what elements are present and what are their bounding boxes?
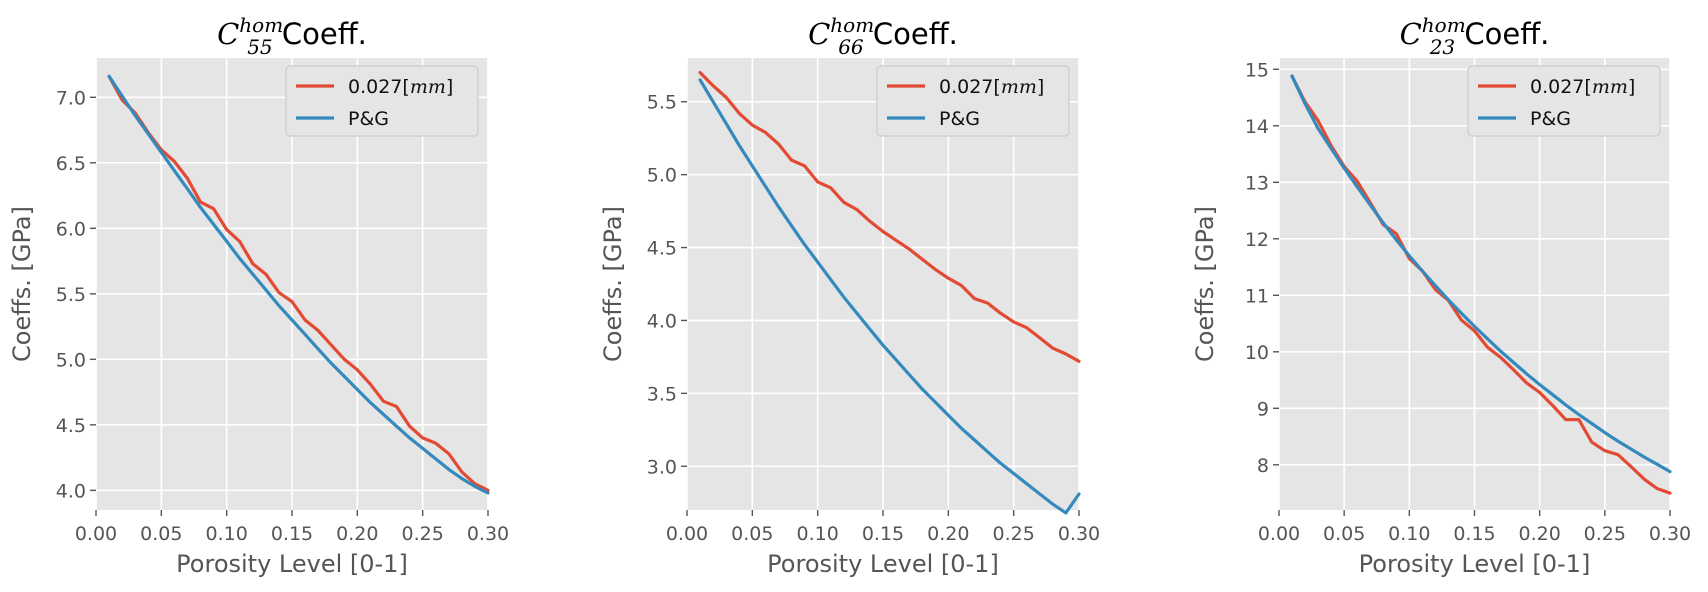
- x-tick-label: 0.25: [1584, 523, 1626, 545]
- x-tick-label: 0.05: [731, 523, 773, 545]
- legend-label: P&G: [1530, 108, 1571, 130]
- series-line-pg: [107, 74, 490, 495]
- x-tick-label: 0.10: [1388, 523, 1430, 545]
- y-tick-label: 5.0: [56, 349, 86, 371]
- x-tick-label: 0.15: [862, 523, 904, 545]
- y-axis-label: Coeffs. [GPa]: [599, 206, 627, 362]
- y-axis-label: Coeffs. [GPa]: [1191, 206, 1219, 362]
- y-tick-label: 4.5: [647, 238, 677, 260]
- y-tick-label: 9: [1257, 398, 1269, 420]
- y-tick-label: 8: [1257, 455, 1269, 477]
- chart-title: Chom 66 Coeff.: [808, 13, 958, 59]
- x-tick-label: 0.05: [140, 523, 182, 545]
- x-tick-label: 0.20: [927, 523, 969, 545]
- legend-label: 0.027[mm]: [1530, 76, 1635, 98]
- chart-title: Chom 55 Coeff.: [217, 13, 367, 59]
- y-tick-label: 10: [1245, 342, 1269, 364]
- chart-panel-3: 0.00 0.05 0.10 0.15 0.20 0.25 0.30 8 9 10 11 12 13 14…: [1191, 13, 1691, 578]
- y-tick-label: 13: [1245, 172, 1269, 194]
- legend-label: 0.027[mm]: [348, 76, 453, 98]
- series-line-simulation: [698, 70, 1081, 363]
- series-line-pg: [1290, 74, 1672, 474]
- x-tick-label: 0.30: [1649, 523, 1691, 545]
- x-tick-label: 0.00: [666, 523, 708, 545]
- y-tick-label: 3.5: [647, 383, 677, 405]
- legend-label: P&G: [939, 108, 980, 130]
- x-tick-label: 0.20: [336, 523, 378, 545]
- x-tick-label: 0.15: [1453, 523, 1495, 545]
- x-tick-label: 0.20: [1519, 523, 1561, 545]
- chart-title: Chom 23 Coeff.: [1400, 13, 1550, 59]
- x-tick-label: 0.00: [75, 523, 117, 545]
- series-line-simulation: [107, 74, 490, 492]
- x-tick-label: 0.25: [402, 523, 444, 545]
- legend-label: P&G: [348, 108, 389, 130]
- y-tick-label: 6.0: [56, 218, 86, 240]
- series-line-simulation: [1290, 74, 1672, 495]
- legend-label: 0.027[mm]: [939, 76, 1044, 98]
- y-tick-label: 14: [1245, 116, 1269, 138]
- y-tick-label: 5.5: [647, 92, 677, 114]
- series-line-pg: [698, 78, 1081, 515]
- x-axis-label: Porosity Level [0-1]: [767, 550, 999, 578]
- x-tick-label: 0.30: [467, 523, 509, 545]
- y-tick-label: 12: [1245, 229, 1269, 251]
- x-tick-label: 0.10: [206, 523, 248, 545]
- y-tick-label: 5.0: [647, 165, 677, 187]
- y-tick-label: 4.5: [56, 415, 86, 437]
- x-tick-label: 0.10: [797, 523, 839, 545]
- legend: 0.027[mm] P&G: [1467, 65, 1661, 137]
- y-tick-label: 4.0: [647, 310, 677, 332]
- legend: 0.027[mm] P&G: [285, 65, 479, 137]
- y-tick-label: 11: [1245, 285, 1269, 307]
- x-axis-label: Porosity Level [0-1]: [1359, 550, 1591, 578]
- y-tick-label: 5.5: [56, 284, 86, 306]
- legend: 0.027[mm] P&G: [876, 65, 1070, 137]
- x-tick-label: 0.05: [1323, 523, 1365, 545]
- y-tick-label: 7.0: [56, 87, 86, 109]
- x-tick-label: 0.15: [271, 523, 313, 545]
- chart-panel-1: 0.00 0.05 0.10 0.15 0.20 0.25 0.30 4.0 4.5 5.0 5.5…: [8, 13, 509, 578]
- x-tick-label: 0.00: [1258, 523, 1300, 545]
- x-axis-label: Porosity Level [0-1]: [176, 550, 408, 578]
- chart-panel-2: 0.00 0.05 0.10 0.15 0.20 0.25 0.30 3.0 3.5 4.0 4.5…: [599, 13, 1100, 578]
- x-tick-label: 0.30: [1058, 523, 1100, 545]
- x-tick-label: 0.25: [993, 523, 1035, 545]
- y-tick-label: 15: [1245, 59, 1269, 81]
- y-tick-label: 6.5: [56, 153, 86, 175]
- y-tick-label: 4.0: [56, 480, 86, 502]
- y-tick-label: 3.0: [647, 456, 677, 478]
- y-axis-label: Coeffs. [GPa]: [8, 206, 36, 362]
